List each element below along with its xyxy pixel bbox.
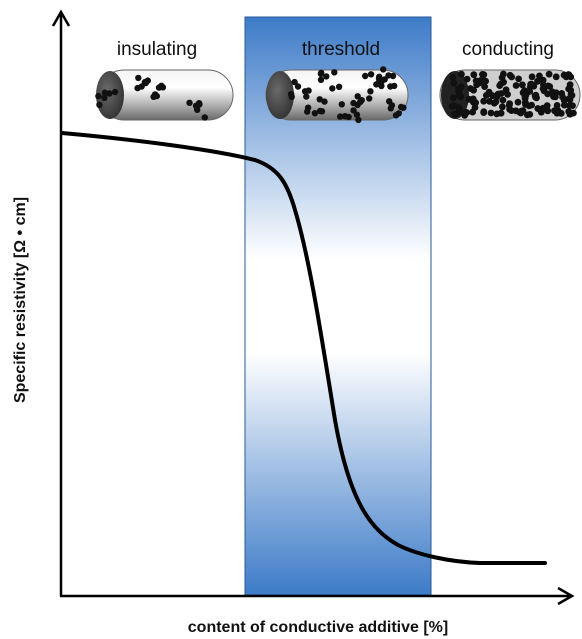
x-axis xyxy=(60,586,575,606)
region-label-threshold: threshold xyxy=(302,39,380,60)
region-label-insulating: insulating xyxy=(117,39,197,60)
x-axis-label: content of conductive additive [%] xyxy=(188,619,448,636)
cylinder-conducting xyxy=(439,69,581,121)
cylinder-insulating xyxy=(95,69,234,121)
particles-insulating xyxy=(95,74,208,121)
cylinder-threshold xyxy=(265,66,409,124)
particles-conducting xyxy=(448,70,577,119)
y-axis-label: Specific resistivity [Ω • cm] xyxy=(12,197,29,403)
particles-threshold xyxy=(288,66,407,124)
resistivity-curve xyxy=(60,131,547,565)
region-label-conducting: conducting xyxy=(462,39,554,60)
y-axis xyxy=(51,9,71,596)
